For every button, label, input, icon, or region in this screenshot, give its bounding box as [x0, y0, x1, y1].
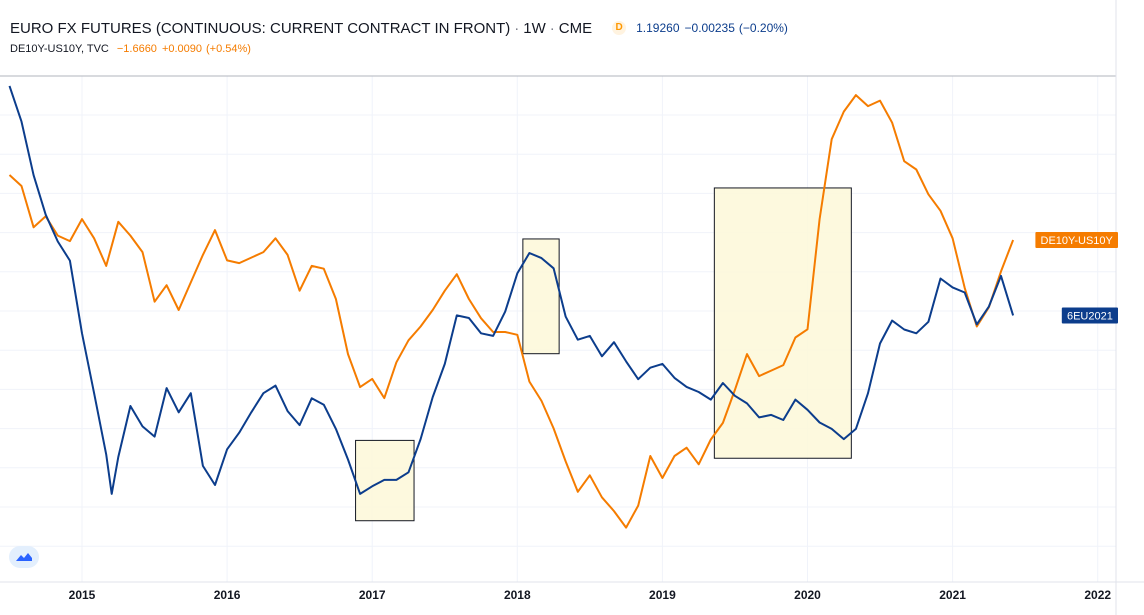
- compare-symbol-title[interactable]: DE10Y-US10Y, TVC: [10, 43, 109, 55]
- price-label-text: DE10Y-US10Y: [1041, 235, 1114, 247]
- main-series-legend[interactable]: EURO FX FUTURES (CONTINUOUS: CURRENT CON…: [10, 18, 1134, 38]
- compare-series-legend[interactable]: DE10Y-US10Y, TVC −1.6660 +0.0090 (+0.54%…: [10, 41, 1134, 57]
- time-tick-label: 2021: [939, 588, 966, 602]
- time-tick-label: 2015: [69, 588, 96, 602]
- delayed-data-badge[interactable]: D: [612, 21, 627, 35]
- price-label-text: 6EU2021: [1067, 310, 1113, 322]
- series-line-6eu2021[interactable]: [8, 85, 1015, 495]
- time-tick-label: 2016: [214, 588, 241, 602]
- compare-change: +0.0090: [161, 43, 203, 55]
- compare-value: −1.6660: [116, 43, 157, 55]
- exchange-label: CME: [558, 19, 593, 37]
- price-change: −0.00235: [684, 21, 735, 35]
- chart-legend: EURO FX FUTURES (CONTINUOUS: CURRENT CON…: [10, 18, 1134, 57]
- last-price: 1.19260: [636, 21, 680, 35]
- tradingview-logo-icon[interactable]: [9, 546, 39, 568]
- separator-dot: ·: [549, 19, 555, 37]
- price-change-pct: (−0.20%): [738, 21, 788, 35]
- time-tick-label: 2019: [649, 588, 676, 602]
- time-tick-label: 2017: [359, 588, 386, 602]
- series-lines: [8, 85, 1015, 529]
- price-label-de10y-us10y[interactable]: [1035, 232, 1118, 248]
- time-tick-label: 2018: [504, 588, 531, 602]
- separator-dot: ·: [514, 19, 520, 37]
- interval-label[interactable]: 1W: [523, 19, 546, 37]
- time-axis-labels: 2015 2016 2017 2018 2019 2020 2021 2022: [69, 588, 1112, 602]
- price-scale-labels: DE10Y-US10Y 6EU2021: [1035, 232, 1118, 324]
- price-label-6eu2021[interactable]: [1061, 307, 1118, 324]
- symbol-title[interactable]: EURO FX FUTURES (CONTINUOUS: CURRENT CON…: [10, 19, 511, 37]
- time-tick-label: 2020: [794, 588, 821, 602]
- highlight-box[interactable]: [713, 187, 852, 459]
- compare-change-pct: (+0.54%): [206, 43, 251, 55]
- series-line-de10y-us10y[interactable]: [8, 94, 1015, 529]
- time-tick-label: 2022: [1084, 588, 1111, 602]
